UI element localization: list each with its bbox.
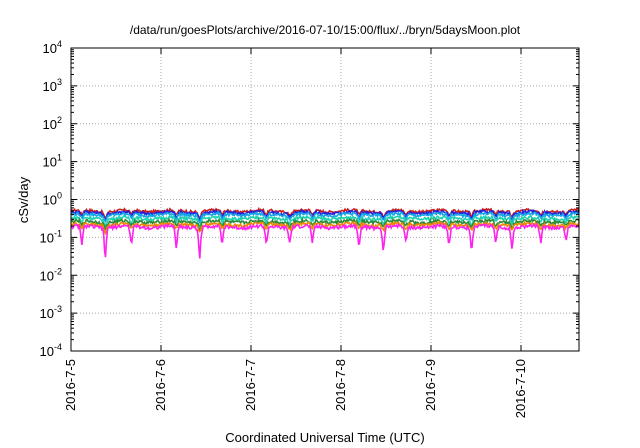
x-tick-label: 2016-7-6 bbox=[153, 359, 168, 411]
y-axis: 10-4 10-3 10-2 10-1 100 101 102 103 104 bbox=[40, 39, 579, 359]
x-tick-label: 2016-7-8 bbox=[333, 359, 348, 411]
y-axis-label: cSv/day bbox=[16, 176, 31, 223]
x-axis-label: Coordinated Universal Time (UTC) bbox=[225, 430, 424, 445]
y-tick-label: 10-4 bbox=[40, 342, 62, 359]
series-line bbox=[70, 222, 580, 259]
y-tick-label: 101 bbox=[43, 153, 62, 170]
x-tick-label: 2016-7-5 bbox=[63, 359, 78, 411]
series-line bbox=[70, 210, 580, 225]
y-tick-label: 10-1 bbox=[40, 228, 62, 245]
y-tick-label: 100 bbox=[43, 191, 62, 208]
grid-lines bbox=[71, 48, 579, 351]
x-tick-label: 2016-7-9 bbox=[423, 359, 438, 411]
series-line bbox=[70, 217, 580, 234]
y-tick-label: 104 bbox=[43, 39, 62, 56]
series-line bbox=[70, 220, 580, 236]
data-series bbox=[70, 206, 580, 259]
x-tick-label: 2016-7-7 bbox=[243, 359, 258, 411]
y-tick-label: 10-2 bbox=[40, 266, 62, 283]
y-tick-label: 103 bbox=[43, 77, 62, 94]
y-tick-label: 102 bbox=[43, 115, 62, 132]
plot-frame bbox=[70, 47, 580, 352]
y-tick-label: 10-3 bbox=[40, 304, 62, 321]
series-line bbox=[70, 213, 580, 230]
x-axis: 2016-7-5 2016-7-6 2016-7-7 2016-7-8 2016-7-9… bbox=[63, 48, 528, 418]
chart-title: /data/run/goesPlots/archive/2016-07-10/1… bbox=[130, 23, 521, 37]
x-tick-label: 2016-7-10 bbox=[513, 359, 528, 418]
